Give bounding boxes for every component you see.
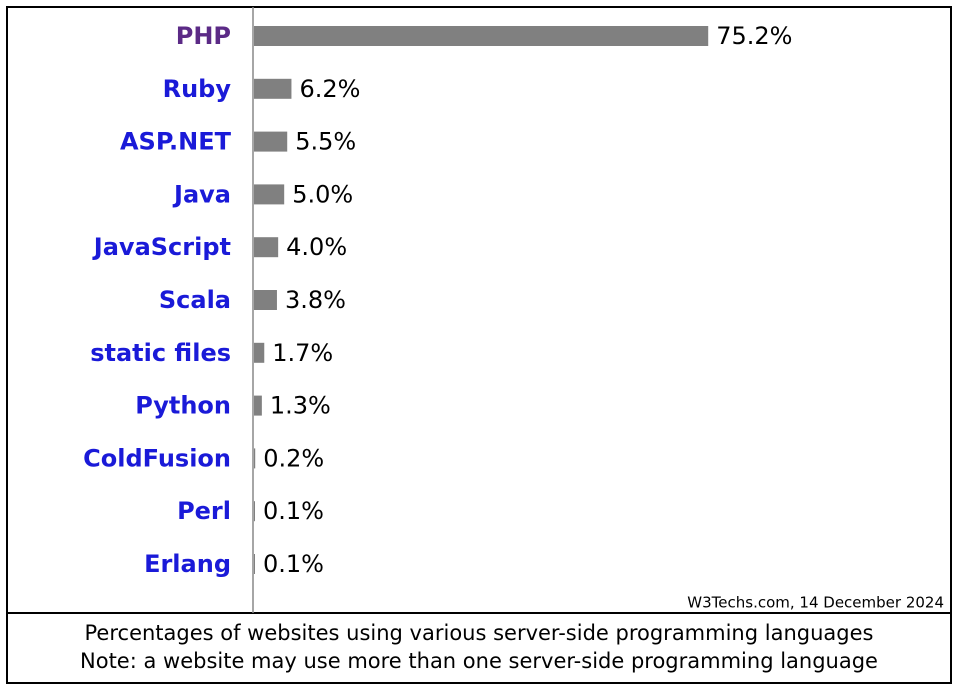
category-label: static files xyxy=(90,339,231,367)
value-label: 6.2% xyxy=(299,75,360,103)
bar xyxy=(254,78,292,99)
value-label: 0.1% xyxy=(263,550,324,578)
bar xyxy=(254,448,256,469)
value-label: 4.0% xyxy=(286,233,347,261)
category-label: Scala xyxy=(159,286,231,314)
category-label: Java xyxy=(172,180,231,208)
value-label: 1.3% xyxy=(270,392,331,420)
value-label: 3.8% xyxy=(285,286,346,314)
bar xyxy=(254,290,277,310)
caption: Percentages of websites using various se… xyxy=(85,621,874,645)
bar xyxy=(254,501,255,522)
value-label: 0.2% xyxy=(263,444,324,472)
caption: Note: a website may use more than one se… xyxy=(80,649,878,673)
bar xyxy=(254,554,255,574)
bar xyxy=(254,26,709,46)
source-note: W3Techs.com, 14 December 2024 xyxy=(687,594,944,612)
value-label: 5.5% xyxy=(295,128,356,156)
value-label: 1.7% xyxy=(272,339,333,367)
bar xyxy=(254,131,288,152)
category-label: Perl xyxy=(177,497,231,525)
value-label: 5.0% xyxy=(292,180,353,208)
category-label: ASP.NET xyxy=(120,128,232,156)
value-label: 75.2% xyxy=(716,22,792,50)
category-label: JavaScript xyxy=(92,233,231,261)
bar xyxy=(254,237,279,258)
bar xyxy=(254,184,285,205)
value-label: 0.1% xyxy=(263,497,324,525)
category-label: PHP xyxy=(176,22,231,50)
category-label: Python xyxy=(135,392,231,420)
category-label: Ruby xyxy=(163,75,232,103)
category-label: Erlang xyxy=(144,550,231,578)
bar xyxy=(254,342,265,363)
category-label: ColdFusion xyxy=(83,444,231,472)
bar xyxy=(254,395,262,416)
frame xyxy=(6,6,952,684)
